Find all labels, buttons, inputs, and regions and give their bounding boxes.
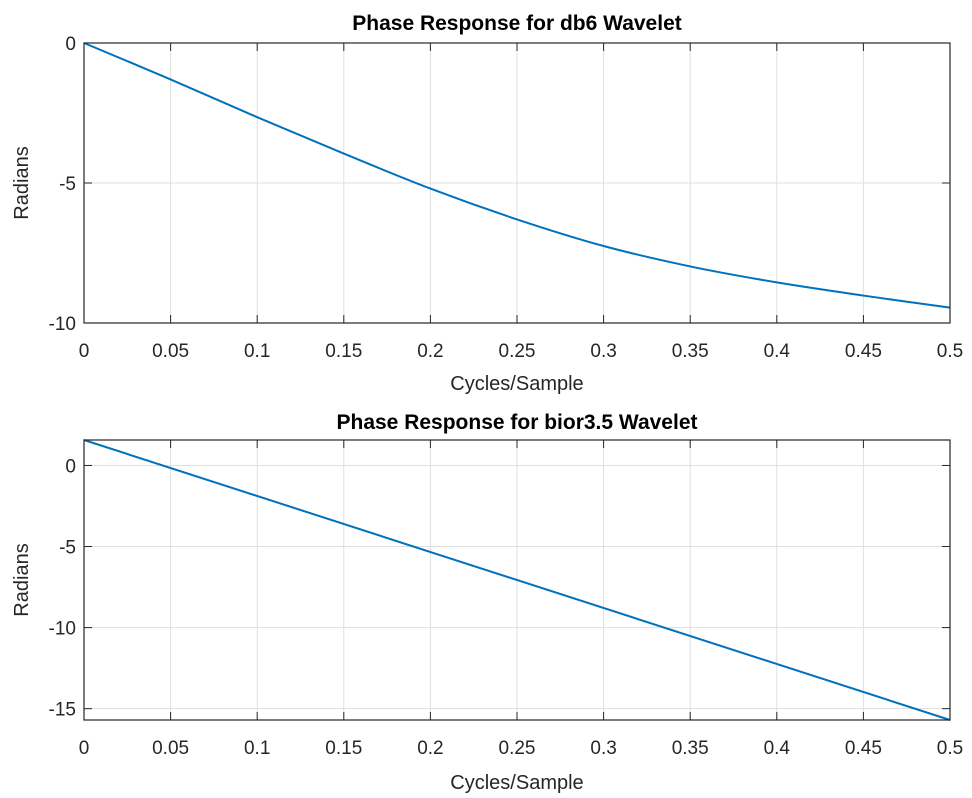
- y-axis-label: Radians: [11, 543, 33, 616]
- series-line: [83, 439, 951, 721]
- chart-title: Phase Response for bior3.5 Wavelet: [336, 411, 697, 434]
- x-tick-label: 0.35: [672, 341, 709, 362]
- y-tick-label: -5: [59, 538, 76, 559]
- x-tick-label: 0.05: [152, 738, 189, 759]
- x-tick-label: 0.25: [499, 341, 536, 362]
- chart-title: Phase Response for db6 Wavelet: [352, 12, 682, 35]
- y-tick-label: -5: [59, 174, 76, 195]
- y-axis-label: Radians: [11, 146, 33, 219]
- x-tick-label: 0: [79, 738, 90, 759]
- x-tick-label: 0.2: [417, 341, 443, 362]
- x-tick-label: 0.1: [244, 738, 270, 759]
- x-axis-label: Cycles/Sample: [450, 772, 583, 794]
- x-tick-label: 0.2: [417, 738, 443, 759]
- x-tick-label: 0.3: [590, 738, 616, 759]
- x-tick-label: 0.4: [764, 341, 791, 362]
- x-tick-label: 0.35: [672, 738, 709, 759]
- x-tick-label: 0.1: [244, 341, 270, 362]
- x-tick-label: 0.15: [325, 738, 362, 759]
- y-tick-label: -15: [49, 700, 76, 721]
- y-tick-label: 0: [65, 456, 76, 477]
- y-tick-label: -10: [49, 314, 76, 335]
- x-tick-label: 0.25: [499, 738, 536, 759]
- ticks: 0 0.05 0.1 0.15 0.2 0.25 0.3 0.35 0.4 0.45 0.5 -10 -…: [49, 34, 964, 362]
- x-tick-label: 0: [79, 341, 90, 362]
- y-tick-label: -10: [49, 619, 76, 640]
- x-axis-label: Cycles/Sample: [450, 373, 583, 395]
- chart-db6-phase: Phase Response for db6 Wavelet 0 0.05 0.1 0…: [11, 12, 963, 395]
- x-tick-label: 0.5: [937, 341, 963, 362]
- x-tick-label: 0.05: [152, 341, 189, 362]
- x-tick-label: 0.4: [764, 738, 791, 759]
- series-line: [83, 42, 951, 309]
- y-tick-label: 0: [65, 34, 76, 55]
- x-tick-label: 0.3: [590, 341, 616, 362]
- x-tick-label: 0.15: [325, 341, 362, 362]
- series: [83, 439, 951, 721]
- chart-bior35-phase: Phase Response for bior3.5 Wavelet 0 0.05…: [11, 411, 963, 794]
- x-tick-label: 0.5: [937, 738, 963, 759]
- x-tick-label: 0.45: [845, 341, 882, 362]
- series: [83, 42, 951, 309]
- x-tick-label: 0.45: [845, 738, 882, 759]
- grid: [84, 43, 950, 323]
- ticks: 0 0.05 0.1 0.15 0.2 0.25 0.3 0.35 0.4 0.45 0.5 -15 -…: [49, 440, 963, 759]
